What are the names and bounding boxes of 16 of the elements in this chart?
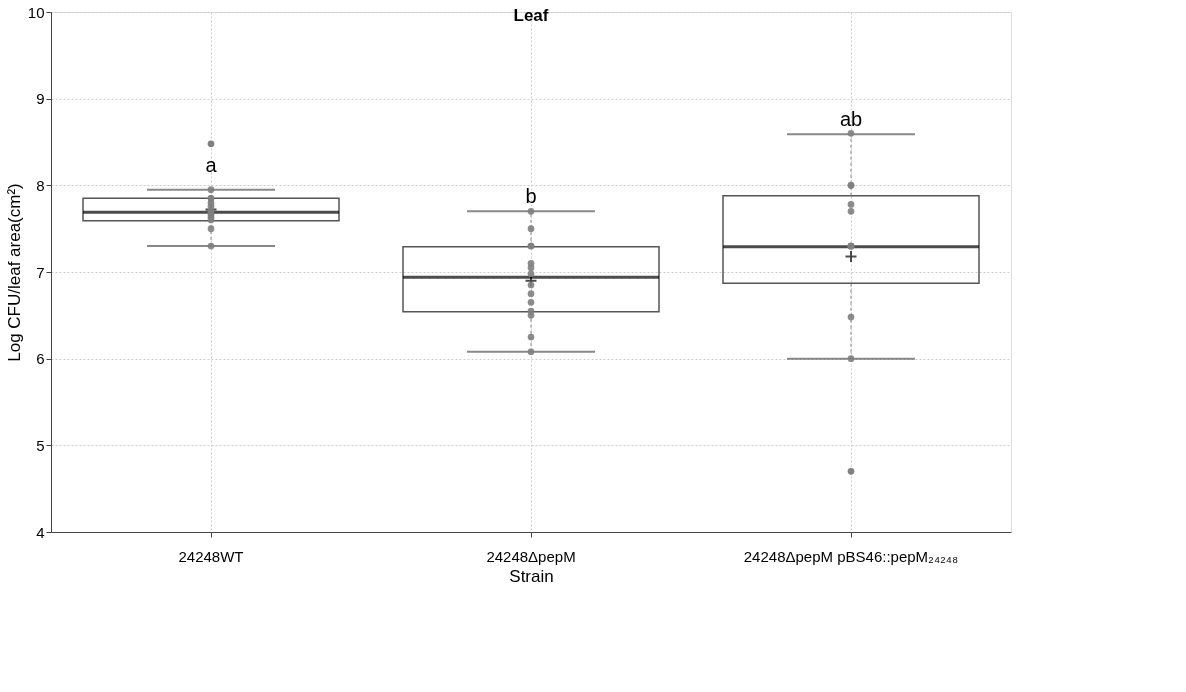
y-tick-label: 9 [36, 90, 45, 108]
y-tick-label: 4 [36, 523, 45, 541]
x-axis-title: Strain [509, 566, 554, 586]
annotation: b [525, 185, 537, 208]
annotation: a [205, 153, 218, 176]
y-tick-label: 10 [27, 3, 45, 21]
chart-title: Leaf [513, 6, 549, 25]
annotation: ab [839, 108, 863, 131]
x-tick-label: 24248WT [178, 547, 244, 565]
x-tick-label: 24248ΔpepM pBS46::pepM₂₄₂₄₈ [743, 547, 959, 565]
y-tick-label: 5 [36, 436, 45, 454]
y-axis-title: Log CFU/leaf area(cm²) [4, 183, 24, 362]
y-tick-label: 6 [36, 350, 45, 368]
y-tick-label: 7 [36, 263, 45, 281]
y-tick-label: 8 [36, 176, 45, 194]
x-tick-label: 24248ΔpepM [486, 547, 576, 565]
